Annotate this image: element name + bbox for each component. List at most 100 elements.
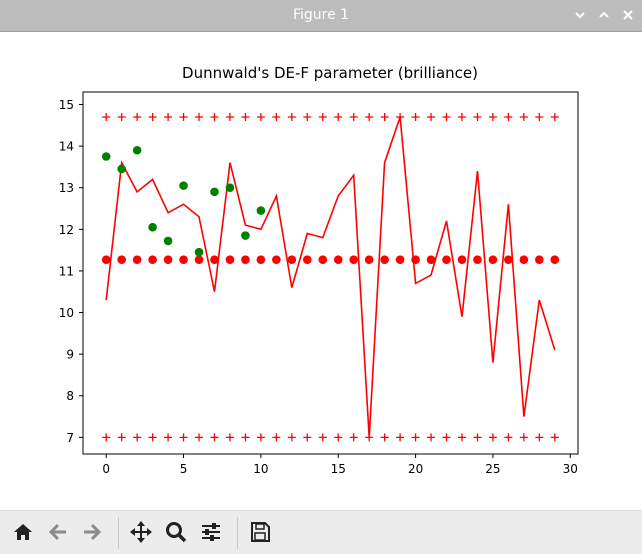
maximize-button[interactable] (595, 6, 613, 24)
red-dot-marker (395, 255, 405, 264)
green-dot-marker (241, 231, 250, 240)
red-dot-marker (333, 255, 343, 264)
plus-marker (535, 433, 544, 442)
plus-marker (210, 112, 219, 121)
red-dot-marker (473, 255, 482, 264)
plus-marker (241, 112, 250, 121)
plus-marker (411, 433, 420, 442)
red-dot-marker (287, 255, 297, 264)
series-green-dot (101, 145, 266, 257)
plus-marker (519, 433, 528, 442)
plus-marker (287, 112, 296, 121)
red-dot-marker (550, 255, 560, 264)
chevron-up-icon (599, 11, 609, 18)
green-dot-marker (194, 247, 204, 257)
chart-title: Dunnwald's DE-F parameter (brilliance) (182, 64, 478, 82)
plus-marker (195, 112, 204, 121)
pan-button[interactable] (126, 517, 156, 547)
red-dot-marker (117, 255, 126, 264)
y-tick-label: 9 (66, 348, 74, 362)
red-dot-marker (488, 255, 498, 264)
x-tick-label: 15 (331, 462, 346, 476)
red-dot-marker (101, 255, 111, 264)
y-tick-label: 14 (59, 140, 74, 154)
green-dot-marker (101, 152, 111, 161)
green-dot-marker (132, 145, 142, 155)
y-tick-label: 11 (59, 264, 74, 278)
plus-marker (396, 433, 405, 442)
red-dot-marker (179, 255, 188, 264)
plus-marker (349, 433, 358, 442)
red-dot-marker (256, 255, 266, 264)
plus-marker (427, 112, 436, 121)
plus-marker (442, 433, 451, 442)
plus-marker (164, 112, 173, 121)
red-dot-marker (411, 255, 420, 264)
plus-marker (334, 112, 343, 121)
plus-marker (225, 433, 234, 442)
y-tick-label: 7 (66, 431, 74, 445)
plus-marker (179, 112, 188, 121)
red-dot-marker (426, 255, 436, 264)
window-title: Figure 1 (292, 7, 350, 23)
red-dot-marker (194, 255, 204, 264)
minimize-button[interactable] (571, 6, 589, 24)
red-dot-marker (519, 255, 529, 264)
plus-marker (550, 433, 559, 442)
red-dot-marker (163, 255, 173, 264)
plus-marker (504, 112, 513, 121)
red-dot-marker (210, 255, 219, 264)
close-button[interactable] (619, 6, 637, 24)
y-tick-label: 8 (66, 389, 74, 403)
home-icon (14, 524, 32, 540)
plus-marker (550, 112, 559, 121)
plus-marker (256, 433, 265, 442)
x-tick-label: 20 (408, 462, 423, 476)
red-dot-marker (148, 255, 157, 264)
save-button[interactable] (245, 517, 275, 547)
data-line (105, 116, 556, 438)
green-dot-marker (225, 183, 235, 193)
plus-marker (210, 433, 219, 442)
green-dot-marker (179, 181, 188, 190)
back-icon (48, 523, 66, 541)
plus-marker (303, 112, 312, 121)
plus-marker (411, 112, 420, 121)
back-button[interactable] (43, 517, 73, 547)
window-titlebar: Figure 1 (0, 0, 642, 32)
plus-marker (442, 112, 451, 121)
series-red-plus (102, 433, 559, 442)
green-dot-marker (148, 222, 157, 232)
x-tick-label: 10 (253, 462, 268, 476)
plus-marker (272, 112, 281, 121)
plus-marker (457, 112, 466, 121)
plus-marker (272, 433, 281, 442)
figure-canvas[interactable]: Dunnwald's DE-F parameter (brilliance) 0… (0, 32, 642, 510)
red-dot-marker (132, 255, 142, 264)
plus-marker (241, 433, 250, 442)
plus-marker (148, 112, 157, 121)
red-dot-marker (380, 255, 389, 264)
plus-marker (318, 112, 327, 121)
home-button[interactable] (8, 517, 38, 547)
zoom-button[interactable] (161, 517, 191, 547)
chevron-down-icon (575, 12, 585, 19)
plus-marker (179, 433, 188, 442)
plus-marker (457, 433, 466, 442)
configure-subplots-button[interactable] (196, 517, 226, 547)
green-dot-marker (210, 187, 219, 197)
plus-marker (427, 433, 436, 442)
pan-icon (130, 521, 152, 543)
red-dot-marker (302, 255, 312, 264)
plus-marker (225, 112, 234, 121)
plus-marker (287, 433, 296, 442)
forward-icon (84, 523, 102, 541)
x-tick-label: 25 (485, 462, 500, 476)
green-dot-marker (163, 236, 173, 246)
plus-marker (519, 112, 528, 121)
plus-marker (365, 112, 374, 121)
forward-button[interactable] (77, 517, 107, 547)
red-dot-marker (241, 255, 250, 264)
green-dot-marker (117, 164, 126, 174)
plus-marker (380, 433, 389, 442)
